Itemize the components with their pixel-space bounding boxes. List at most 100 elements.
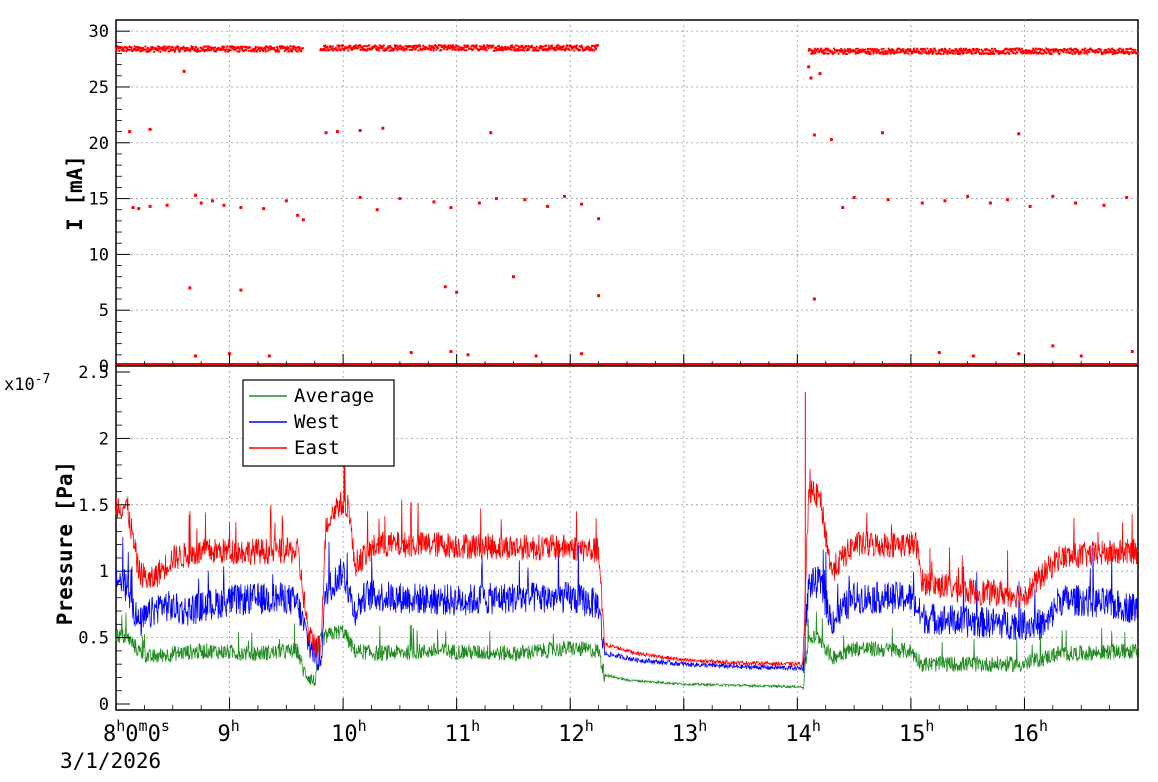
current-point	[1057, 49, 1060, 52]
current-point	[435, 48, 438, 51]
current-point	[895, 49, 898, 52]
current-point	[393, 44, 396, 47]
current-point	[1051, 194, 1055, 198]
current-point	[355, 44, 358, 47]
current-point	[254, 45, 257, 48]
current-point	[990, 47, 993, 50]
current-point	[436, 45, 439, 48]
current-point	[1120, 49, 1123, 52]
pressure-y-multiplier-exponent: -7	[35, 372, 51, 387]
current-point	[240, 45, 243, 48]
current-point	[911, 50, 914, 53]
current-point	[171, 46, 174, 49]
current-point	[177, 46, 180, 49]
current-point	[965, 52, 968, 55]
current-point	[1074, 201, 1078, 205]
current-point	[571, 47, 574, 50]
current-point	[472, 48, 475, 51]
current-point	[459, 47, 462, 50]
current-point	[574, 45, 577, 48]
current-point	[920, 47, 923, 50]
current-point	[909, 48, 912, 51]
current-point	[566, 44, 569, 47]
current-point	[920, 52, 923, 55]
current-point	[858, 48, 861, 51]
current-point	[416, 45, 419, 48]
current-point	[1019, 49, 1022, 52]
current-point	[881, 48, 884, 51]
current-point	[429, 49, 432, 52]
current-point	[1027, 50, 1030, 53]
current-point	[503, 46, 506, 49]
current-point	[342, 48, 345, 51]
current-point	[347, 46, 350, 49]
current-point	[1130, 48, 1133, 51]
current-point	[561, 48, 564, 51]
current-point	[1058, 52, 1061, 55]
current-point	[169, 49, 172, 52]
current-point	[443, 44, 446, 47]
current-point	[527, 48, 530, 51]
current-point	[542, 45, 545, 48]
current-point	[267, 47, 270, 50]
current-point	[1078, 51, 1081, 54]
current-point	[203, 49, 206, 52]
current-point	[433, 46, 436, 49]
current-point	[231, 46, 234, 49]
current-point	[944, 48, 947, 51]
current-point	[389, 49, 392, 52]
current-point	[1047, 48, 1050, 51]
current-point	[137, 47, 140, 50]
current-point	[933, 47, 936, 50]
current-point	[274, 49, 277, 52]
current-point	[438, 44, 441, 47]
current-point	[514, 44, 517, 47]
current-point	[453, 46, 456, 49]
current-point	[825, 49, 828, 52]
current-point	[1128, 47, 1131, 50]
current-plot-frame	[115, 19, 1139, 367]
current-point	[150, 46, 153, 49]
current-point	[223, 45, 226, 48]
current-point	[1001, 50, 1004, 53]
current-point	[510, 48, 513, 51]
current-point	[478, 48, 481, 51]
current-point	[452, 44, 455, 47]
current-point	[124, 46, 127, 49]
current-point	[1118, 47, 1121, 50]
current-point	[981, 49, 984, 52]
current-point	[538, 47, 541, 50]
current-point	[324, 46, 327, 49]
current-point	[1127, 51, 1130, 54]
current-point	[202, 48, 205, 51]
current-point	[227, 50, 230, 53]
current-point	[446, 45, 449, 48]
current-point	[823, 52, 826, 55]
current-point	[437, 47, 440, 50]
current-point	[474, 46, 477, 49]
current-point	[597, 217, 601, 221]
current-point	[288, 49, 291, 52]
current-point	[990, 52, 993, 55]
current-point	[859, 49, 862, 52]
current-point	[977, 50, 980, 53]
current-point	[861, 48, 864, 51]
current-point	[880, 48, 883, 51]
current-point	[973, 51, 976, 54]
current-point	[1001, 51, 1004, 54]
current-point	[439, 44, 442, 47]
current-point	[292, 47, 295, 50]
current-point	[537, 49, 540, 52]
current-point	[521, 49, 524, 52]
current-point	[447, 46, 450, 49]
current-point	[171, 49, 174, 52]
current-point	[1055, 48, 1058, 51]
current-point	[1068, 51, 1071, 54]
current-point	[116, 45, 119, 48]
current-point	[962, 52, 965, 55]
current-point	[590, 44, 593, 47]
current-point	[136, 46, 139, 49]
current-point	[442, 46, 445, 49]
current-point	[247, 49, 250, 52]
current-point	[558, 48, 561, 51]
